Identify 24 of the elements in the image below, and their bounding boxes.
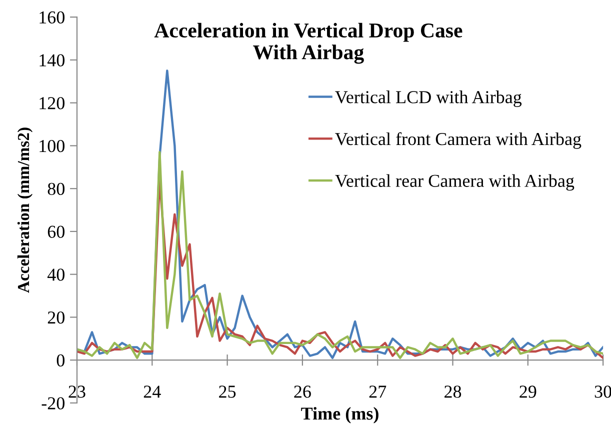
x-tick-label: 23 <box>68 386 86 398</box>
y-tick-label: 40 <box>47 268 64 281</box>
y-tick-label: 0 <box>56 354 64 367</box>
y-tick-label: 20 <box>48 311 64 324</box>
legend-label: Vertical rear Camera with Airbag <box>335 174 574 191</box>
y-tick-label: 140 <box>40 54 64 66</box>
y-tick-label: 80 <box>48 182 64 196</box>
legend-label: Vertical front Camera with Airbag <box>335 132 582 149</box>
y-tick-label: -20 <box>42 397 64 410</box>
x-tick-label: 25 <box>219 386 236 398</box>
x-tick-label: 30 <box>594 386 611 398</box>
legend-label: Vertical LCD with Airbag <box>335 90 522 107</box>
y-tick-label: 120 <box>40 97 64 110</box>
y-tick-label: 100 <box>40 140 64 152</box>
x-tick-label: 29 <box>520 386 536 398</box>
x-tick-label: 26 <box>294 386 311 398</box>
x-tick-label: 28 <box>444 386 462 398</box>
y-tick-label: 60 <box>48 226 64 238</box>
x-axis-title: Time (ms) <box>301 407 378 424</box>
y-tick-label: 160 <box>40 11 64 24</box>
text: Acceleration in Vertical Drop Case With Airbag <box>154 22 462 64</box>
x-tick-label: 27 <box>369 386 386 398</box>
x-tick-label: 24 <box>144 386 161 398</box>
y-axis-title: Acceleration (mm/ms2) <box>17 128 33 293</box>
